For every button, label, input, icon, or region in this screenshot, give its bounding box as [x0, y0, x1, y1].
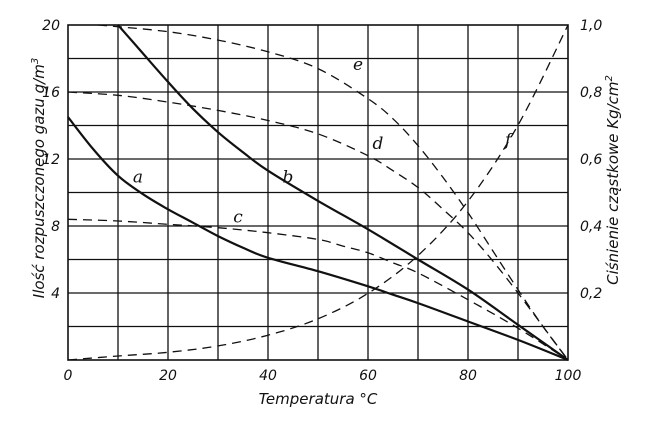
y-left-tick-label: 16	[42, 85, 60, 101]
series-line-c	[67, 218, 569, 361]
x-tick-label: 40	[259, 368, 277, 384]
y-left-tick-label: 4	[51, 286, 60, 302]
curve-label-b: b	[283, 167, 294, 187]
y-right-tick-label: 0,8	[580, 85, 602, 101]
series-line-d	[67, 91, 569, 361]
y-left-axis-title: Ilość rozpuszczonego gazu g/m3	[30, 58, 48, 298]
series-line-e	[97, 24, 569, 361]
series-line-b	[117, 24, 569, 361]
y-left-tick-label: 8	[51, 219, 60, 235]
y-right-tick-label: 0,6	[580, 152, 602, 168]
y-right-axis-title-sup: 2	[604, 75, 615, 81]
curve-label-c: c	[233, 208, 243, 228]
x-tick-label: 20	[159, 368, 177, 384]
y-left-axis-title-sup: 3	[30, 58, 41, 64]
y-right-tick-label: 0,4	[580, 219, 602, 235]
curve-label-a: a	[133, 167, 143, 187]
x-tick-label: 0	[64, 368, 73, 384]
x-axis-title: Temperatura °C	[259, 390, 378, 408]
series-curves	[67, 24, 569, 362]
x-tick-label: 60	[359, 368, 377, 384]
y-right-axis-title: Ciśnienie cząstkowe Kg/cm2	[604, 75, 622, 285]
x-tick-label: 80	[459, 368, 477, 384]
y-right-axis-title-text: Ciśnienie cząstkowe Kg/cm	[604, 81, 622, 284]
series-line-f	[67, 24, 569, 361]
curve-label-d: d	[373, 134, 384, 154]
y-left-tick-label: 20	[42, 18, 60, 34]
y-left-tick-label: 12	[42, 152, 60, 168]
grid	[68, 25, 568, 360]
plot-frame	[67, 24, 569, 361]
curve-label-e: e	[353, 55, 363, 75]
x-tick-label: 100	[555, 368, 582, 384]
y-right-tick-label: 1,0	[580, 18, 602, 34]
series-line-a	[67, 116, 569, 362]
y-left-axis-title-text: Ilość rozpuszczonego gazu g/m	[30, 64, 48, 298]
curve-label-f: f	[503, 131, 514, 151]
y-right-tick-label: 0,2	[580, 286, 602, 302]
curve-labels: a b c d e f	[133, 55, 514, 227]
tick-labels: 0 20 40 60 80 100 4 8 12 16 20 0,2 0,4 0,6 0,8 1,0	[42, 18, 602, 384]
